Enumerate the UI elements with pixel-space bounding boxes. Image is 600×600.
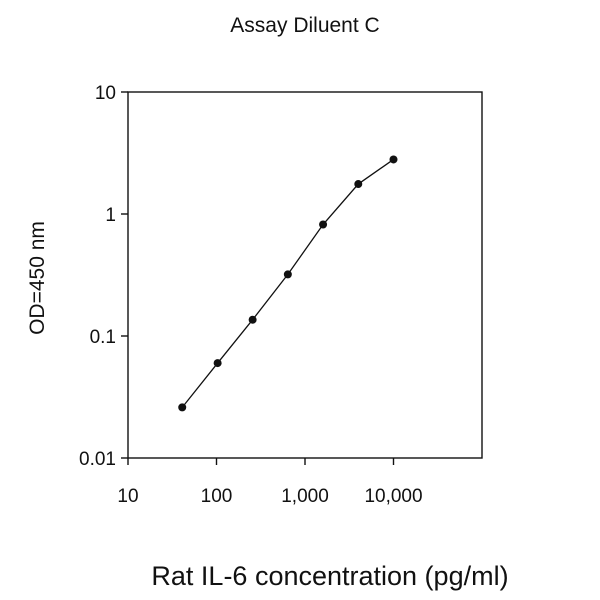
plot-area: 0.01 0.1 1 10 10 100 1,000 10,000	[79, 83, 483, 507]
data-point	[248, 315, 257, 324]
y-tick-label: 0.01	[79, 449, 116, 470]
plot-frame	[127, 91, 483, 459]
y-tick-label: 1	[105, 205, 116, 226]
x-tick-label: 10,000	[364, 486, 422, 507]
chart-title: Assay Diluent C	[230, 14, 379, 37]
x-tick-label: 1,000	[281, 486, 329, 507]
y-tick-label: 10	[95, 83, 116, 104]
data-point	[389, 155, 398, 164]
y-tick-label: 0.1	[90, 327, 116, 348]
series-line	[181, 158, 394, 408]
data-point	[213, 359, 222, 368]
y-axis-label: OD=450 nm	[26, 221, 49, 335]
data-point	[354, 180, 363, 189]
x-tick-label: 10	[117, 486, 138, 507]
x-tick-label: 100	[201, 486, 233, 507]
data-point	[319, 220, 328, 229]
data-point	[178, 403, 187, 412]
data-point	[283, 270, 292, 279]
x-axis-label: Rat IL-6 concentration (pg/ml)	[151, 561, 508, 591]
